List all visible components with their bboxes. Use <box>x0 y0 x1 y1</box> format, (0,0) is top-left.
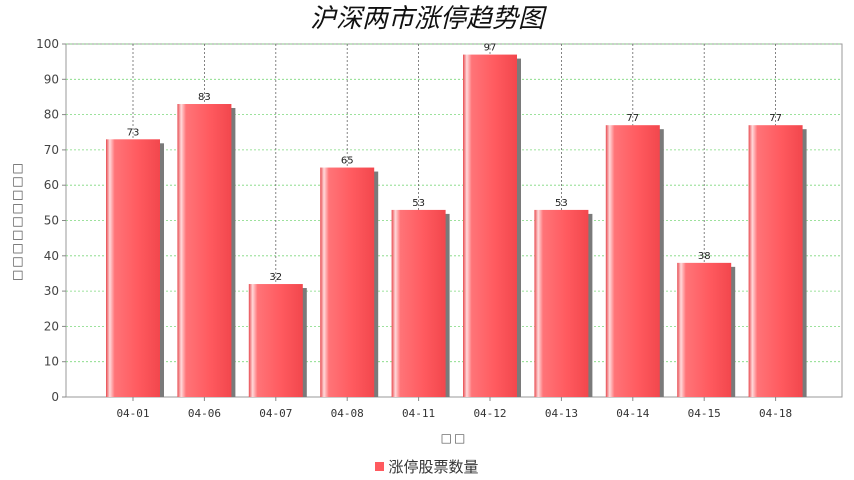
y-tick-label: 40 <box>44 249 59 263</box>
y-tick-label: 0 <box>51 390 59 404</box>
bar <box>605 125 660 397</box>
bar <box>106 139 160 397</box>
y-axis-title: □□□□□□□□□ <box>10 161 24 281</box>
bar <box>248 284 303 397</box>
bar <box>320 167 375 397</box>
data-label: 97 <box>484 43 497 54</box>
data-label: 77 <box>626 113 639 124</box>
data-label: 53 <box>412 198 425 209</box>
legend: 涨停股票数量 <box>0 454 854 478</box>
bar <box>534 209 589 397</box>
x-tick-label: 04-18 <box>759 407 792 420</box>
x-tick-label: 04-15 <box>688 407 721 420</box>
data-label: 73 <box>127 127 140 138</box>
x-tick-label: 04-08 <box>331 407 364 420</box>
bar <box>748 125 803 397</box>
x-tick-label: 04-13 <box>545 407 578 420</box>
chart-title: 沪深两市涨停趋势图 <box>309 4 544 34</box>
data-label: 65 <box>341 156 354 167</box>
legend-label: 涨停股票数量 <box>388 457 479 476</box>
x-tick-label: 04-07 <box>259 407 292 420</box>
bar <box>177 104 232 397</box>
data-label: 53 <box>555 198 568 209</box>
x-tick-label: 04-06 <box>188 407 221 420</box>
y-tick-label: 30 <box>44 284 59 298</box>
data-label: 77 <box>769 113 782 124</box>
y-tick-label: 100 <box>36 37 59 51</box>
y-tick-label: 90 <box>44 72 59 86</box>
y-tick-label: 70 <box>44 143 59 157</box>
bar <box>677 262 732 397</box>
bar <box>391 209 446 397</box>
y-tick-label: 60 <box>44 178 59 192</box>
x-axis-title: □□ <box>441 431 468 445</box>
y-tick-label: 50 <box>44 214 59 228</box>
legend-swatch <box>375 461 385 471</box>
data-label: 32 <box>269 272 282 283</box>
data-label: 83 <box>198 92 211 103</box>
y-tick-label: 10 <box>44 355 59 369</box>
y-tick-label: 20 <box>44 319 59 333</box>
x-tick-label: 04-11 <box>402 407 435 420</box>
x-tick-label: 04-14 <box>616 407 649 420</box>
bar <box>463 54 517 398</box>
x-tick-label: 04-01 <box>116 407 149 420</box>
x-tick-label: 04-12 <box>473 407 506 420</box>
y-tick-label: 80 <box>44 108 59 122</box>
data-label: 38 <box>698 251 711 262</box>
